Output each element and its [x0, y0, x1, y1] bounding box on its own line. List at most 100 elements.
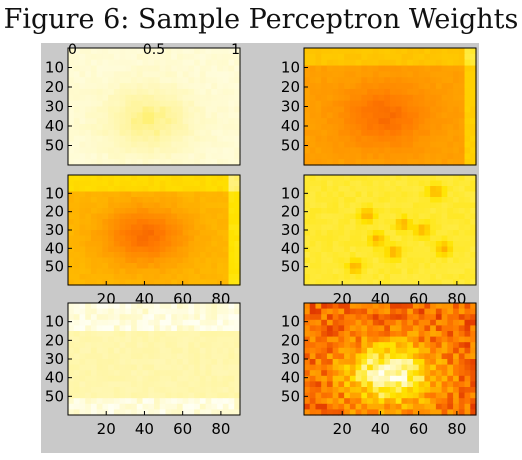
heatmap-cell	[200, 331, 206, 337]
heatmap-cell	[188, 54, 194, 60]
heatmap-cell	[384, 387, 390, 393]
heatmap-cell	[102, 219, 108, 225]
heatmap-cell	[131, 71, 137, 77]
heatmap-cell	[465, 197, 471, 203]
heatmap-cell	[321, 359, 327, 365]
heatmap-cell	[424, 365, 430, 371]
heatmap-cell	[108, 387, 114, 393]
heatmap-cell	[200, 247, 206, 253]
heatmap-cell	[74, 353, 80, 359]
heatmap-cell	[183, 203, 189, 209]
heatmap-cell	[447, 359, 453, 365]
heatmap-cell	[85, 54, 91, 60]
heatmap-cell	[91, 214, 97, 220]
heatmap-cell	[327, 175, 333, 181]
heatmap-cell	[79, 258, 85, 264]
heatmap-cell	[165, 348, 171, 354]
heatmap-cell	[436, 60, 442, 66]
heatmap-cell	[459, 142, 465, 148]
heatmap-cell	[379, 101, 385, 107]
heatmap-cell	[310, 136, 316, 142]
heatmap-cell	[177, 309, 183, 315]
heatmap-cell	[333, 60, 339, 66]
heatmap-cell	[148, 225, 154, 231]
heatmap-cell	[350, 124, 356, 130]
heatmap-cell	[102, 192, 108, 198]
heatmap-cell	[373, 252, 379, 258]
heatmap-cell	[321, 95, 327, 101]
heatmap-cell	[91, 77, 97, 83]
heatmap-cell	[413, 225, 419, 231]
heatmap-cell	[165, 309, 171, 315]
heatmap-cell	[361, 124, 367, 130]
heatmap-cell	[183, 77, 189, 83]
heatmap-cell	[177, 181, 183, 187]
heatmap-cell	[154, 320, 160, 326]
heatmap-cell	[459, 252, 465, 258]
heatmap-cell	[315, 77, 321, 83]
heatmap-cell	[223, 203, 229, 209]
heatmap-cell	[74, 66, 80, 72]
heatmap-cell	[424, 112, 430, 118]
heatmap-cell	[396, 241, 402, 247]
heatmap-cell	[465, 54, 471, 60]
heatmap-cell	[390, 208, 396, 214]
heatmap-cell	[459, 219, 465, 225]
heatmap-cell	[120, 309, 126, 315]
heatmap-cell	[315, 136, 321, 142]
heatmap-cell	[102, 309, 108, 315]
y-tick-label: 50	[45, 137, 64, 155]
heatmap-cell	[304, 320, 310, 326]
heatmap-cell	[200, 320, 206, 326]
heatmap-cell	[424, 214, 430, 220]
heatmap-cell	[401, 274, 407, 280]
heatmap-cell	[125, 225, 131, 231]
heatmap-cell	[120, 89, 126, 95]
heatmap-cell	[465, 101, 471, 107]
heatmap-cell	[384, 337, 390, 343]
heatmap-cell	[453, 274, 459, 280]
heatmap-cell	[465, 376, 471, 382]
heatmap-cell	[390, 192, 396, 198]
heatmap-cell	[143, 404, 149, 410]
heatmap-cell	[379, 263, 385, 269]
heatmap-cell	[137, 252, 143, 258]
heatmap-cell	[447, 269, 453, 275]
heatmap-cell	[401, 263, 407, 269]
heatmap-cell	[79, 353, 85, 359]
heatmap-cell	[137, 387, 143, 393]
heatmap-cell	[344, 192, 350, 198]
heatmap-cell	[465, 192, 471, 198]
heatmap-cell	[177, 263, 183, 269]
heatmap-cell	[79, 274, 85, 280]
heatmap-cell	[206, 348, 212, 354]
heatmap-cell	[91, 219, 97, 225]
heatmap-cell	[361, 225, 367, 231]
heatmap-cell	[407, 66, 413, 72]
heatmap-cell	[91, 175, 97, 181]
heatmap-cell	[459, 404, 465, 410]
heatmap-cell	[407, 54, 413, 60]
heatmap-cell	[413, 107, 419, 113]
heatmap-cell	[379, 353, 385, 359]
y-tick-label: 10	[281, 59, 300, 77]
heatmap-cell	[367, 353, 373, 359]
heatmap-cell	[143, 153, 149, 159]
heatmap-cell	[211, 331, 217, 337]
heatmap-cell	[91, 130, 97, 136]
heatmap-cell	[419, 314, 425, 320]
heatmap-cell	[183, 353, 189, 359]
heatmap-cell	[229, 186, 235, 192]
heatmap-cell	[327, 348, 333, 354]
heatmap-cell	[453, 124, 459, 130]
heatmap-panel-middle-left: 102030405020 40 60 80	[45, 175, 241, 308]
heatmap-cell	[327, 186, 333, 192]
heatmap-cell	[344, 252, 350, 258]
heatmap-cell	[143, 118, 149, 124]
heatmap-cell	[194, 48, 200, 54]
heatmap-cell	[419, 325, 425, 331]
heatmap-cell	[459, 71, 465, 77]
heatmap-cell	[447, 142, 453, 148]
heatmap-cell	[407, 147, 413, 153]
heatmap-cell	[165, 353, 171, 359]
